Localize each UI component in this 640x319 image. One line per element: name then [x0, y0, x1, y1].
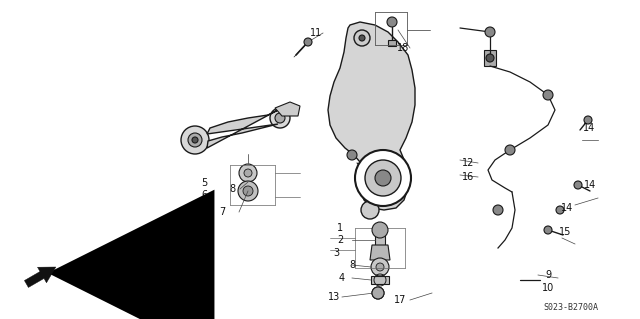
- Polygon shape: [275, 102, 300, 116]
- Circle shape: [304, 38, 312, 46]
- Text: 13: 13: [328, 292, 340, 302]
- Polygon shape: [388, 40, 396, 46]
- Text: 10: 10: [542, 283, 554, 293]
- Circle shape: [371, 258, 389, 276]
- Text: 6: 6: [201, 190, 207, 200]
- Circle shape: [485, 27, 495, 37]
- Polygon shape: [328, 22, 415, 210]
- Text: 4: 4: [339, 273, 345, 283]
- Circle shape: [505, 145, 515, 155]
- Circle shape: [543, 90, 553, 100]
- Circle shape: [372, 287, 384, 299]
- Circle shape: [486, 54, 494, 62]
- Text: FR.: FR.: [85, 271, 108, 284]
- Text: 9: 9: [545, 270, 551, 280]
- Circle shape: [243, 186, 253, 196]
- Circle shape: [347, 150, 357, 160]
- Polygon shape: [24, 267, 56, 287]
- Circle shape: [544, 226, 552, 234]
- Text: 12: 12: [462, 158, 474, 168]
- Text: 7: 7: [219, 207, 225, 217]
- Circle shape: [354, 30, 370, 46]
- Circle shape: [365, 160, 401, 196]
- Circle shape: [244, 169, 252, 177]
- Text: 17: 17: [394, 295, 406, 305]
- Text: 8: 8: [229, 184, 235, 194]
- Circle shape: [493, 205, 503, 215]
- Circle shape: [387, 17, 397, 27]
- Text: 1: 1: [337, 223, 343, 233]
- Circle shape: [375, 170, 391, 186]
- Circle shape: [372, 222, 388, 238]
- Text: 14: 14: [561, 203, 573, 213]
- Text: FR.: FR.: [62, 266, 84, 279]
- Polygon shape: [371, 276, 389, 284]
- Text: 5: 5: [201, 178, 207, 188]
- Text: 3: 3: [333, 248, 339, 258]
- Text: 18: 18: [397, 43, 409, 53]
- Circle shape: [376, 263, 384, 271]
- Text: 2: 2: [337, 235, 343, 245]
- Circle shape: [188, 133, 202, 147]
- Text: S023-B2700A: S023-B2700A: [543, 303, 598, 313]
- Circle shape: [192, 137, 198, 143]
- Polygon shape: [484, 50, 496, 66]
- Polygon shape: [207, 110, 278, 148]
- Text: 15: 15: [559, 227, 571, 237]
- Circle shape: [270, 108, 290, 128]
- Circle shape: [361, 201, 379, 219]
- Circle shape: [239, 164, 257, 182]
- Circle shape: [556, 206, 564, 214]
- Polygon shape: [370, 245, 390, 260]
- Text: 16: 16: [462, 172, 474, 182]
- Circle shape: [181, 126, 209, 154]
- Circle shape: [238, 181, 258, 201]
- Text: 14: 14: [583, 123, 595, 133]
- Text: 11: 11: [310, 28, 322, 38]
- Text: 14: 14: [584, 180, 596, 190]
- Circle shape: [584, 116, 592, 124]
- Circle shape: [574, 181, 582, 189]
- Circle shape: [355, 150, 411, 206]
- Polygon shape: [375, 225, 385, 260]
- Circle shape: [359, 35, 365, 41]
- Circle shape: [275, 113, 285, 123]
- Text: 8: 8: [349, 260, 355, 270]
